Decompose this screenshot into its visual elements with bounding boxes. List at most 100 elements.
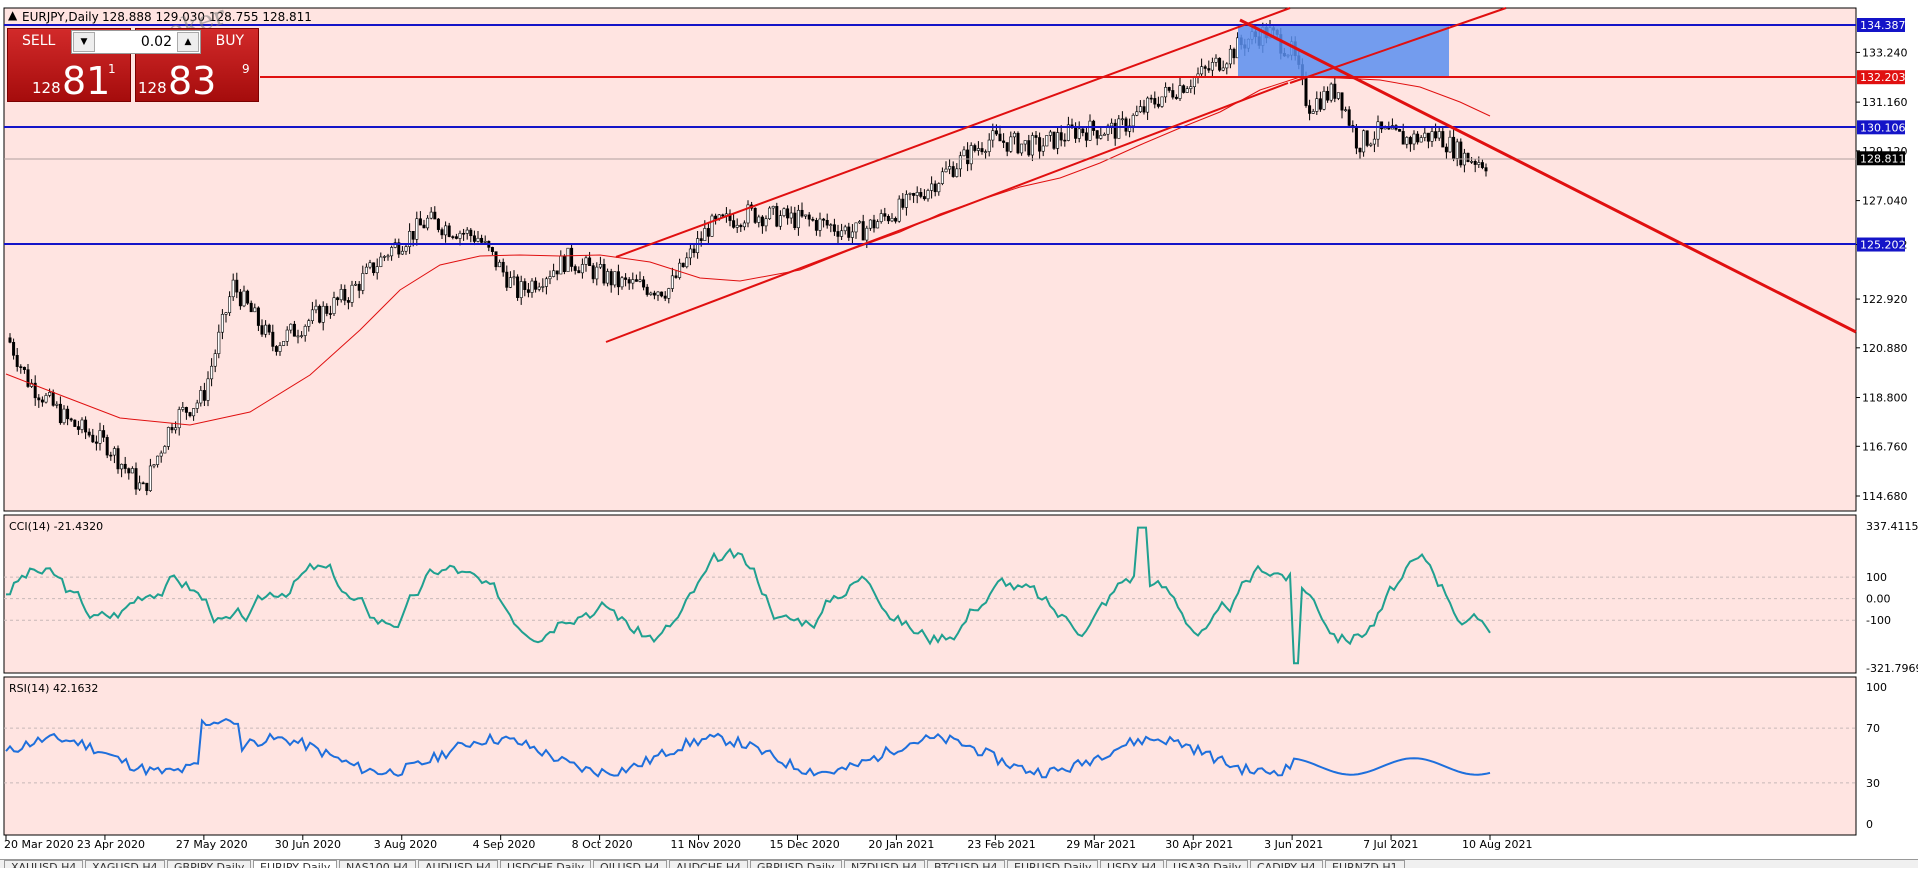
candle-body <box>51 391 55 406</box>
cci-pane[interactable] <box>3 514 1857 674</box>
candle-body <box>458 232 462 239</box>
chart-tab[interactable]: CADJPY,H4 <box>1250 860 1323 868</box>
candle-body <box>649 292 653 295</box>
sell-price-sup: 1 <box>108 62 116 76</box>
chart-tab[interactable]: USDCHF,Daily <box>500 860 592 868</box>
candle-body <box>1401 131 1405 145</box>
chart-tab[interactable]: AUDUSD,H4 <box>418 860 499 868</box>
candle-body <box>195 402 199 409</box>
chart-tab[interactable]: XAGUSD,H4 <box>85 860 165 868</box>
candle-body <box>926 190 930 200</box>
lot-increase-button[interactable]: ▲ <box>177 32 199 52</box>
chart-tab[interactable]: NZDUSD,H4 <box>844 860 925 868</box>
candle-body <box>174 427 178 431</box>
candle-body <box>469 229 473 237</box>
candle-body <box>613 271 617 286</box>
price-tick-label: 122.920 <box>1862 293 1908 306</box>
candle-body <box>1192 77 1196 88</box>
lot-decrease-button[interactable]: ▼ <box>73 32 95 52</box>
candle-body <box>1092 120 1096 131</box>
candle-body <box>235 279 239 293</box>
candle-body <box>433 211 437 220</box>
candle-body <box>1088 120 1092 141</box>
candle-body <box>285 329 289 342</box>
candle-body <box>1099 135 1103 139</box>
candle-body <box>595 266 599 280</box>
rsi-scale-label: 70 <box>1866 722 1880 735</box>
chart-title-arrow: ▲ <box>8 8 18 22</box>
candle-body <box>228 296 232 313</box>
chart-tab[interactable]: BTCUSD,H4 <box>927 860 1005 868</box>
candle-body <box>498 261 502 268</box>
candle-body <box>1416 133 1420 143</box>
candle-body <box>555 270 559 275</box>
supply-zone-rectangle[interactable] <box>1238 24 1449 77</box>
candle-body <box>847 226 851 238</box>
candle-body <box>1329 83 1333 101</box>
candle-body <box>1441 131 1445 148</box>
candle-body <box>580 264 584 274</box>
candle-body <box>922 196 926 200</box>
candle-body <box>933 183 937 193</box>
rsi-line: 100 70 30 0 <box>4 681 1887 831</box>
channel-lower-line[interactable] <box>605 82 1289 343</box>
candle-body <box>753 207 757 223</box>
candle-body <box>483 240 487 243</box>
price-tick-label: 114.680 <box>1862 490 1908 503</box>
candle-body <box>19 366 23 368</box>
chart-tab[interactable]: EURJPY,Daily <box>253 860 338 868</box>
candle-body <box>1160 96 1164 107</box>
candle-body <box>789 212 793 219</box>
candle-body <box>616 271 620 288</box>
candle-body <box>206 378 210 401</box>
drawn-objects[interactable] <box>4 7 1857 343</box>
candle-body <box>894 218 898 222</box>
time-tick-label: 4 Sep 2020 <box>473 838 536 851</box>
rsi-pane[interactable] <box>3 676 1857 836</box>
candle-body <box>62 408 66 424</box>
rsi-scale-label: 100 <box>1866 681 1887 694</box>
chart-tab[interactable]: USA30,Daily <box>1166 860 1249 868</box>
candle-body <box>386 255 390 258</box>
candle-body <box>314 305 318 311</box>
candle-body <box>274 346 278 352</box>
candle-body <box>606 271 610 284</box>
candle-body <box>1484 167 1488 172</box>
candle-body <box>181 407 185 410</box>
candle-body <box>782 208 786 216</box>
candle-body <box>757 216 761 223</box>
candle-body <box>364 266 368 274</box>
candle-body <box>1189 86 1193 89</box>
level-tag <box>1857 18 1905 32</box>
channel-extension-line[interactable] <box>1289 7 1507 84</box>
candle-body <box>1124 118 1128 132</box>
candle-body <box>177 409 181 429</box>
candle-body <box>325 305 329 314</box>
candle-body <box>307 320 311 327</box>
main-chart-pane[interactable] <box>3 7 1857 512</box>
chart-tab[interactable]: EURNZD,H1 <box>1325 860 1405 868</box>
candle-body <box>534 280 538 290</box>
lot-size-input[interactable] <box>96 32 176 52</box>
chart-tab[interactable]: EURUSD,Daily <box>1007 860 1099 868</box>
candle-body <box>638 279 642 282</box>
downtrend-line[interactable] <box>1239 18 1857 334</box>
candle-body <box>328 313 332 315</box>
candle-body <box>840 230 844 237</box>
one-click-trading-panel: SELL 128 81 1 BUY 128 83 9 ▼ ▲ <box>7 28 259 102</box>
chart-tab[interactable]: OILUSD,H4 <box>593 860 667 868</box>
cci-scale-label: -100 <box>1866 614 1891 627</box>
chart-tab[interactable]: GBPUSD,Daily <box>750 860 842 868</box>
chart-tab[interactable]: NAS100,H4 <box>339 860 416 868</box>
channel-upper-line[interactable] <box>615 7 1291 258</box>
candle-body <box>1405 137 1409 145</box>
candle-body <box>1304 76 1308 106</box>
candle-body <box>1455 141 1459 159</box>
chart-tab[interactable]: USDX,H4 <box>1100 860 1164 868</box>
chart-tab[interactable]: GBPJPY,Daily <box>167 860 252 868</box>
chart-tab[interactable]: XAUUSD,H4 <box>4 860 84 868</box>
chart-tab[interactable]: AUDCHF,H4 <box>669 860 749 868</box>
ma-polyline <box>5 76 1491 426</box>
